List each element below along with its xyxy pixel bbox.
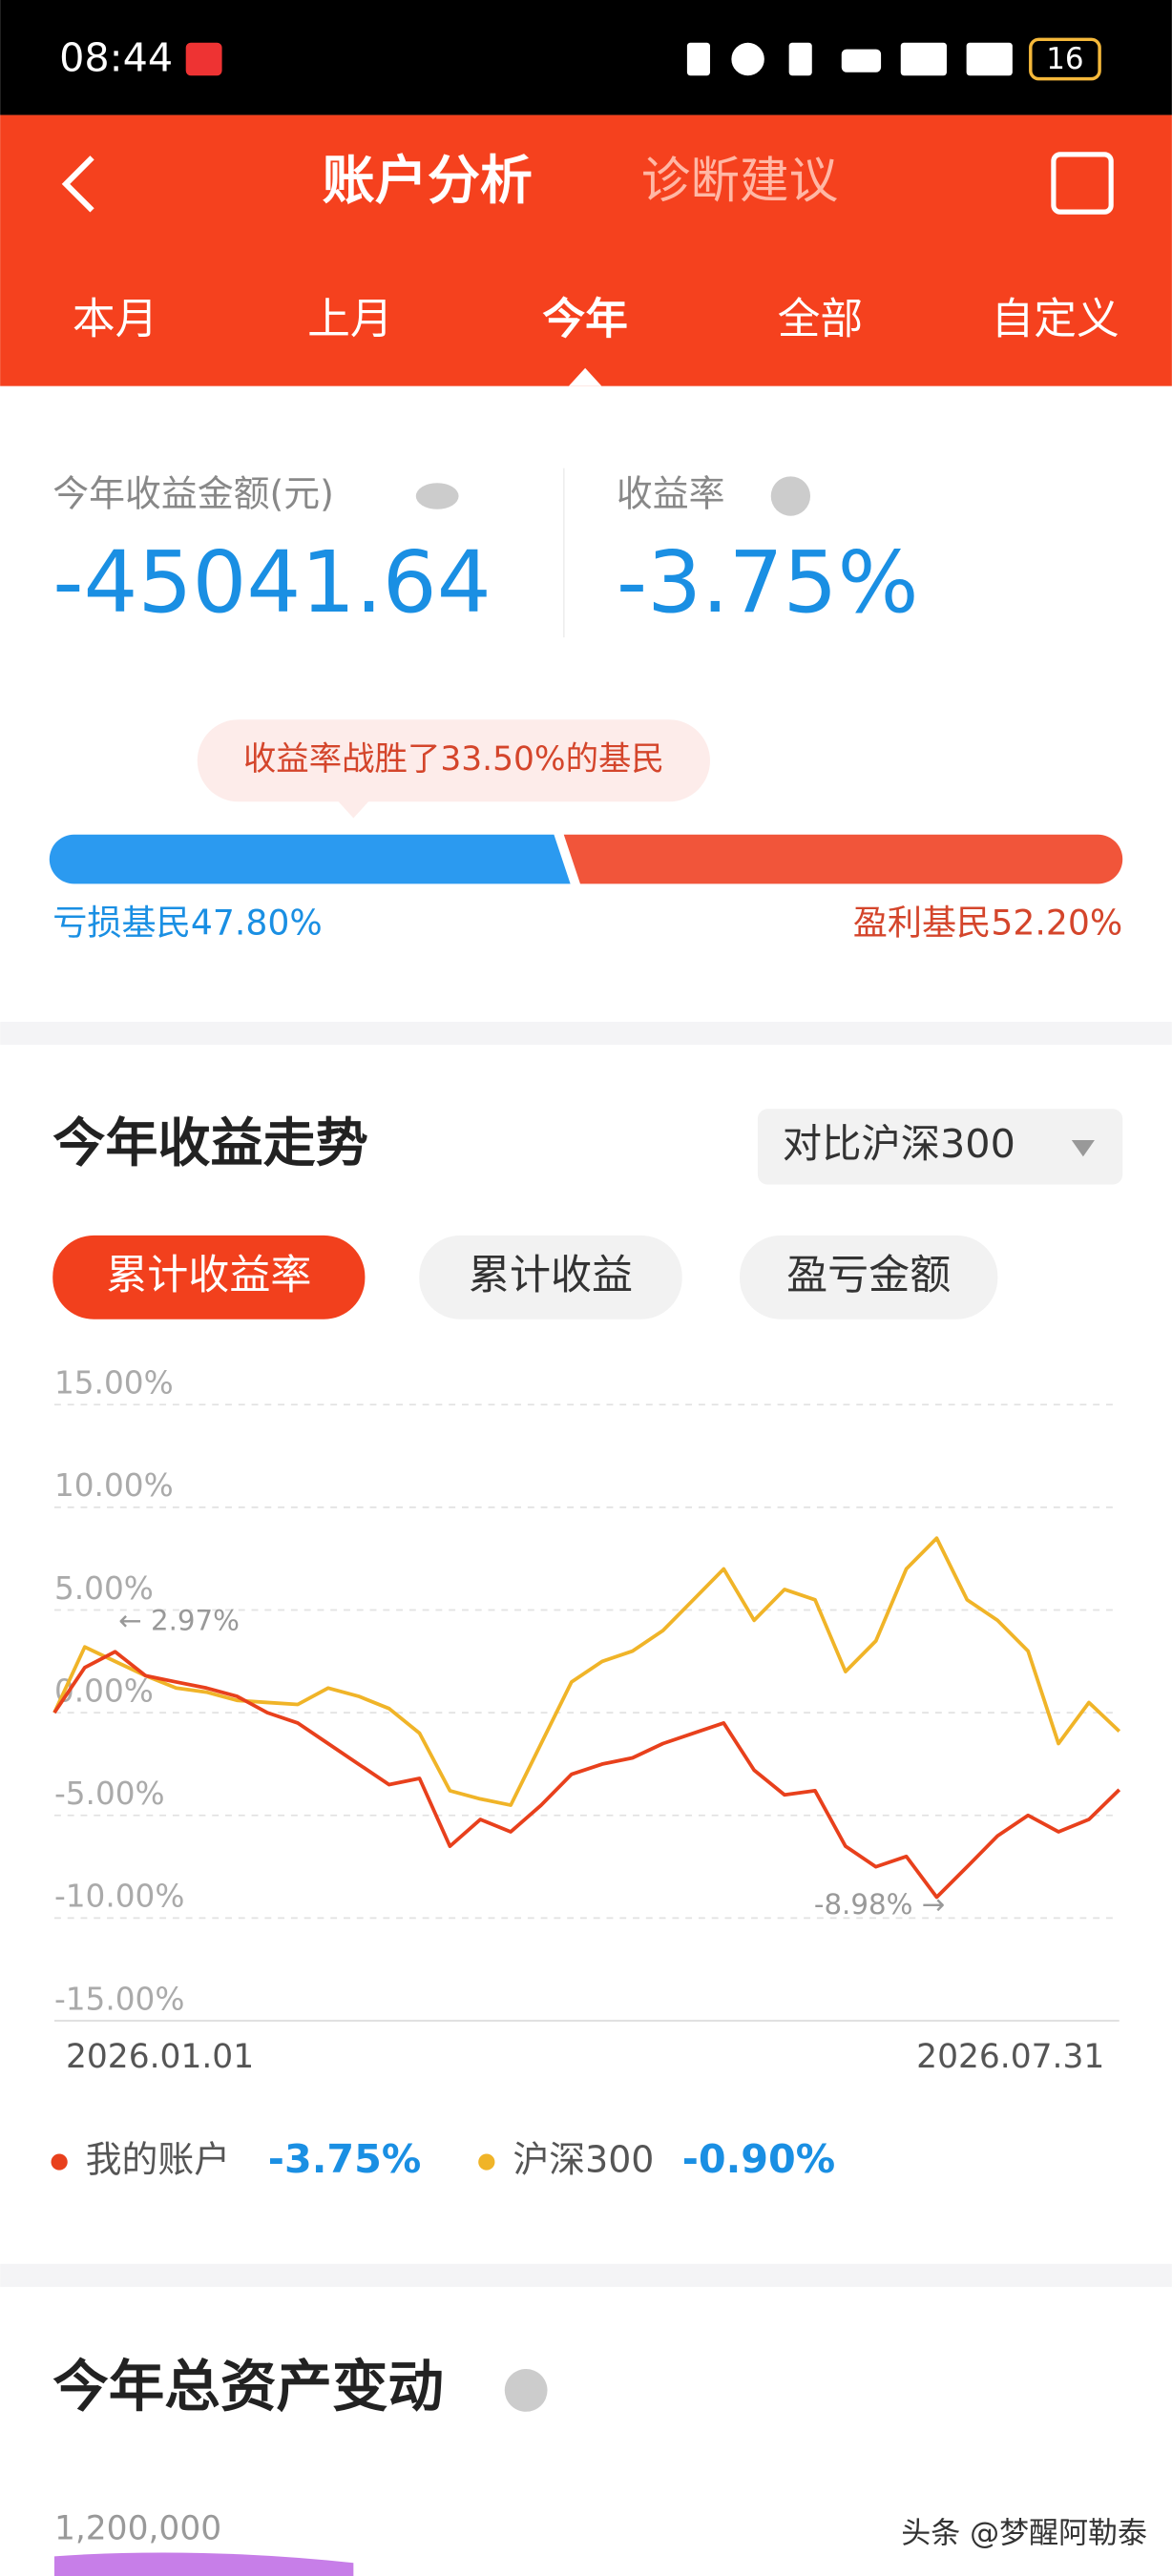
- period-tab[interactable]: 本月: [73, 294, 158, 344]
- chips: 累计收益率 累计收益 盈亏金额: [52, 1235, 998, 1319]
- period-tab[interactable]: 全部: [778, 294, 864, 344]
- chip-label: 累计收益: [469, 1252, 633, 1299]
- page-title: 账户分析: [323, 150, 533, 211]
- compare-select[interactable]: [757, 1109, 1123, 1185]
- assets-tick: 1,200,000: [54, 2509, 221, 2547]
- section-gap: [0, 2263, 1172, 2287]
- advice-tab[interactable]: 诊断建议: [641, 153, 839, 210]
- annotation: -8.98% →: [814, 1888, 945, 1921]
- profit-label: 今年收益金额(元): [52, 473, 334, 515]
- period-tab[interactable]: 上月: [307, 294, 393, 344]
- legend-value: -3.75%: [268, 2136, 421, 2182]
- help-icon[interactable]: [504, 2369, 548, 2412]
- y-tick-label: -15.00%: [54, 1981, 185, 2017]
- profit-value: -45041.64: [52, 533, 492, 633]
- battery: [1029, 37, 1101, 81]
- battery-level: 16: [1046, 42, 1083, 76]
- loss-bar: [49, 834, 571, 884]
- chip[interactable]: [52, 1235, 366, 1319]
- y-tick-label: 15.00%: [54, 1365, 174, 1402]
- compare-text: 对比沪深300: [783, 1121, 1015, 1167]
- gain-label: 盈利基民52.20%: [853, 902, 1123, 943]
- series-line: [52, 1650, 1121, 1900]
- x-tick-label: 2026.01.01: [66, 2038, 254, 2076]
- legend-marker: [51, 2153, 68, 2171]
- y-tick-label: 5.00%: [54, 1570, 154, 1607]
- nfc-icon: [686, 42, 711, 76]
- share-button[interactable]: [1051, 152, 1114, 215]
- rate-label: 收益率: [617, 473, 725, 515]
- notif-icon: [185, 42, 222, 76]
- bubble-tail: [337, 800, 370, 819]
- beat-text: 收益率战胜了33.50%的基民: [243, 740, 664, 779]
- y-tick-label: -5.00%: [54, 1776, 165, 1812]
- beat-bubble: [197, 719, 711, 802]
- header: [0, 114, 1172, 386]
- annotation: ← 2.97%: [118, 1605, 240, 1637]
- legend-value: -0.90%: [682, 2136, 835, 2182]
- help-icon[interactable]: [770, 476, 811, 516]
- assets-area: [53, 2552, 354, 2576]
- chip-label: 累计收益率: [106, 1252, 311, 1299]
- chart: 15.00%10.00%5.00%0.00%-5.00%-10.00%-15.0…: [51, 1365, 1121, 2182]
- alarm-icon: [731, 42, 764, 76]
- eye-icon[interactable]: [415, 483, 459, 509]
- assets-title: 今年总资产变动: [52, 2355, 444, 2420]
- tab-indicator: [568, 367, 602, 386]
- signal-icon: [966, 42, 1013, 76]
- gain-bar: [563, 834, 1123, 884]
- status-icons: [686, 42, 1013, 76]
- chip[interactable]: [740, 1235, 998, 1319]
- rate-value: -3.75%: [617, 533, 919, 633]
- vibrate-icon: [788, 42, 812, 76]
- series-line: [52, 1536, 1121, 1807]
- clock: 08:44: [59, 35, 173, 81]
- y-tick-label: -10.00%: [54, 1879, 185, 1915]
- y-tick-label: 10.00%: [54, 1467, 174, 1504]
- trend-title: 今年收益走势: [52, 1112, 368, 1174]
- chip[interactable]: [419, 1235, 682, 1319]
- back-button[interactable]: [61, 156, 94, 213]
- period-tab[interactable]: 自定义: [991, 294, 1119, 344]
- loss-label: 亏损基民47.80%: [52, 902, 323, 943]
- legend-marker: [478, 2153, 495, 2171]
- wifi-icon: [841, 49, 882, 73]
- watermark: 头条 @梦醒阿勒泰: [901, 2516, 1147, 2550]
- section-gap: [0, 1022, 1172, 1046]
- chip-label: 盈亏金额: [786, 1252, 951, 1299]
- period-tabs: 本月 上月 今年 全部 自定义: [73, 294, 1120, 344]
- legend-label: 我的账户: [86, 2139, 231, 2181]
- dropdown-arrow: [1071, 1140, 1095, 1157]
- signal-icon: [900, 42, 947, 76]
- period-tab[interactable]: 今年: [542, 294, 628, 344]
- legend-label: 沪深300: [513, 2139, 654, 2181]
- x-tick-label: 2026.07.31: [916, 2038, 1104, 2076]
